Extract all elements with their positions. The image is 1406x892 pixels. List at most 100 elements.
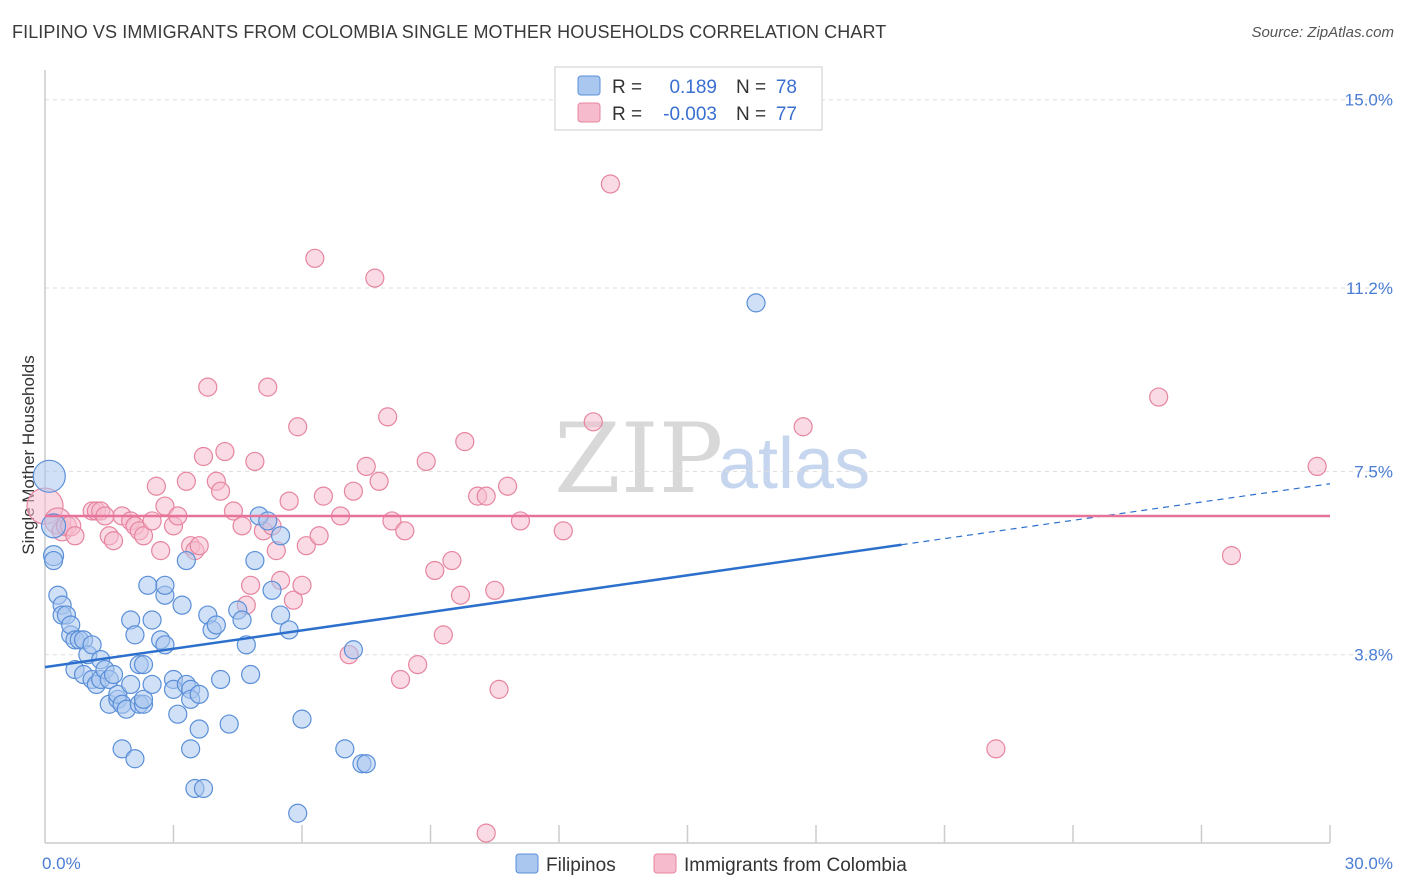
colombia-point-56 [378, 407, 398, 427]
filipinos-point-63 [219, 714, 239, 734]
colombia-point-27 [193, 446, 214, 467]
colombia-point-28 [198, 377, 218, 397]
colombia-point-72 [498, 476, 518, 496]
bottom-legend-swatch-colombia [653, 853, 677, 874]
colombia-point-75 [583, 412, 603, 432]
colombia-point-17 [142, 511, 162, 531]
legend-swatch-blue [577, 75, 601, 96]
colombia-point-69 [476, 823, 496, 843]
bottom-legend-swatch-filipinos [515, 853, 539, 874]
colombia-point-19 [151, 541, 171, 561]
filipinos-point-72 [270, 526, 291, 546]
colombia-point-64 [442, 550, 462, 571]
colombia-point-76 [600, 174, 621, 194]
colombia-point-81 [1307, 456, 1327, 477]
series-filipinos-points [32, 293, 766, 823]
filipinos-point-73 [270, 605, 291, 625]
filipinos-point-50 [176, 550, 196, 571]
bottom-legend-label-colombia: Immigrants from Colombia [684, 855, 907, 876]
filipinos-point-75 [288, 803, 308, 823]
filipinos-point-40 [142, 610, 162, 630]
filipinos-point-80 [356, 754, 376, 774]
filipinos-point-1 [40, 513, 67, 539]
colombia-point-58 [390, 669, 411, 690]
filipinos-trend-line [44, 543, 902, 669]
chart-title: FILIPINO VS IMMIGRANTS FROM COLOMBIA SIN… [12, 22, 887, 42]
colombia-point-79 [1149, 387, 1169, 407]
bottom-legend-label-filipinos: Filipinos [546, 855, 616, 876]
filipinos-point-49 [172, 595, 192, 615]
filipinos-point-76 [292, 709, 312, 729]
legend-r-label-pink: R = [612, 104, 642, 125]
colombia-point-68 [476, 486, 496, 506]
y-tick-label-2: 11.2% [1346, 279, 1393, 298]
filipinos-point-68 [245, 550, 265, 571]
legend-n-value-blue: 78 [776, 77, 797, 98]
filipinos-point-39 [138, 575, 158, 595]
colombia-point-43 [283, 590, 304, 610]
colombia-point-16 [133, 526, 154, 546]
colombia-point-53 [356, 456, 376, 477]
colombia-point-73 [510, 511, 531, 531]
colombia-point-36 [245, 451, 265, 472]
legend-swatch-pink [577, 102, 601, 123]
filipinos-point-71 [262, 580, 282, 600]
filipinos-point-16 [82, 635, 102, 655]
filipinos-point-62 [211, 669, 231, 690]
colombia-point-49 [313, 486, 334, 506]
watermark-zip: ZIP [554, 403, 723, 515]
colombia-point-18 [146, 476, 166, 496]
colombia-point-33 [232, 516, 252, 536]
legend-r-value-pink: -0.003 [663, 104, 717, 125]
filipinos-point-78 [343, 640, 363, 660]
y-tick-label-0: 3.8% [1354, 646, 1393, 665]
colombia-point-42 [279, 491, 299, 511]
colombia-point-23 [176, 471, 196, 491]
correlation-legend: R = 0.189 N = 78 R = -0.003 N = 77 [554, 66, 823, 131]
legend-n-value-pink: 77 [776, 104, 797, 125]
colombia-point-55 [369, 471, 389, 491]
colombia-point-60 [408, 655, 428, 675]
colombia-point-80 [1221, 546, 1242, 566]
colombia-point-65 [450, 585, 471, 605]
watermark-atlas: atlas [718, 424, 870, 504]
colombia-point-46 [296, 536, 316, 556]
source-credit: Source: ZipAtlas.com [1251, 24, 1394, 41]
filipinos-point-48 [168, 704, 188, 724]
series-legend: Filipinos Immigrants from Colombia [515, 853, 907, 876]
filipinos-point-28 [112, 739, 132, 759]
filipinos-point-38 [133, 689, 154, 709]
y-tick-label-3: 15.0% [1345, 91, 1393, 110]
colombia-point-47 [305, 248, 325, 268]
colombia-point-45 [292, 575, 312, 595]
colombia-point-70 [485, 580, 505, 600]
filipinos-point-74 [279, 620, 299, 640]
filipinos-point-3 [43, 550, 64, 571]
filipinos-point-77 [335, 739, 355, 759]
filipinos-point-61 [206, 615, 226, 635]
filipinos-point-37 [133, 655, 154, 675]
colombia-point-52 [343, 481, 363, 501]
x-ticks [172, 825, 1331, 843]
filipinos-point-44 [155, 575, 175, 595]
filipinos-point-70 [258, 511, 278, 531]
colombia-point-59 [395, 521, 415, 541]
legend-n-label-blue: N = [736, 77, 766, 98]
x-tick-labels: 0.0% 30.0% [42, 854, 1393, 873]
colombia-point-38 [258, 377, 278, 397]
filipinos-point-56 [189, 719, 209, 739]
colombia-point-48 [309, 526, 329, 546]
colombia-point-30 [211, 481, 231, 501]
filipinos-point-66 [236, 635, 256, 655]
filipinos-trend-extension [901, 483, 1331, 546]
colombia-point-35 [241, 575, 261, 595]
trend-lines [44, 483, 1331, 669]
colombia-point-66 [455, 432, 475, 452]
filipinos-point-65 [232, 610, 252, 630]
x-tick-label-1: 30.0% [1345, 854, 1393, 873]
filipinos-point-41 [142, 674, 162, 695]
legend-r-label-blue: R = [612, 77, 642, 98]
colombia-point-31 [215, 441, 235, 462]
colombia-point-54 [365, 268, 385, 288]
y-tick-labels: 3.8% 7.5% 11.2% 15.0% [1345, 91, 1393, 665]
